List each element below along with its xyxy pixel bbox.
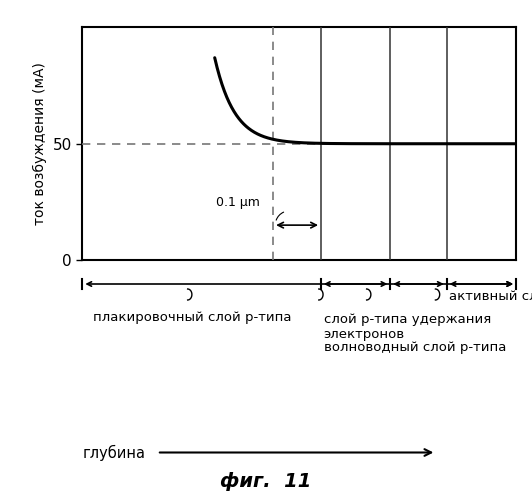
- Text: фиг.  11: фиг. 11: [220, 472, 312, 491]
- Text: волноводный слой р-типа: волноводный слой р-типа: [323, 342, 506, 354]
- Y-axis label: ток возбуждения (мА): ток возбуждения (мА): [33, 62, 47, 225]
- Text: 0.1 μm: 0.1 μm: [217, 196, 260, 209]
- Text: плакировочный слой р-типа: плакировочный слой р-типа: [93, 312, 292, 324]
- Text: слой р-типа удержания
электронов: слой р-типа удержания электронов: [323, 313, 491, 341]
- Text: активный слой: активный слой: [450, 290, 532, 303]
- Text: глубина: глубина: [82, 444, 145, 460]
